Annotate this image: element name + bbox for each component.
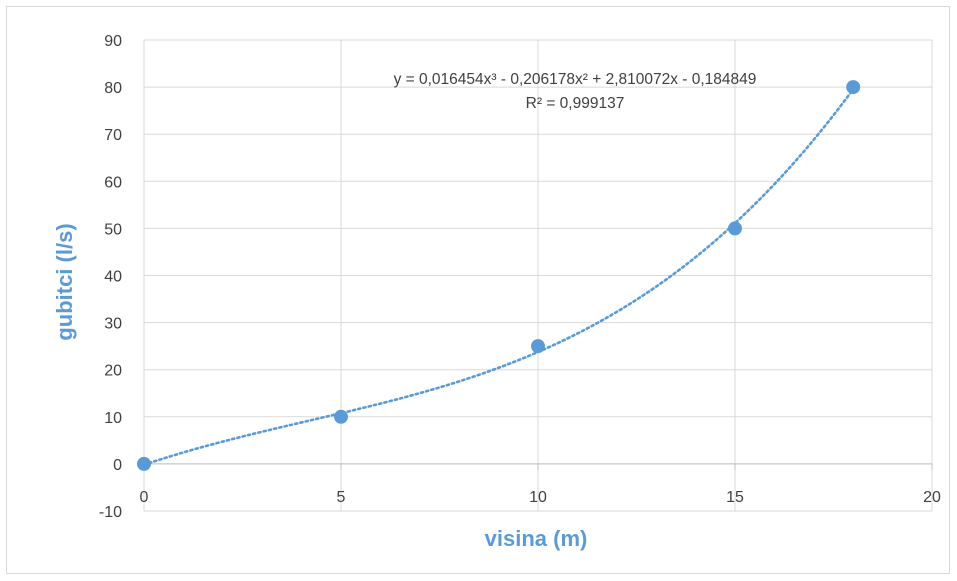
y-tick-label: 70: [104, 127, 122, 144]
x-tick-label: 15: [726, 489, 744, 506]
y-tick-label: 90: [104, 33, 122, 50]
y-tick-labels: -10 0 10 20 30 40 50 60 70 80 90: [99, 33, 122, 521]
x-tick-label: 0: [140, 489, 149, 506]
trendline-r-squared: R² = 0,999137: [526, 95, 625, 112]
trendline-equation: y = 0,016454x³ - 0,206178x² + 2,810072x …: [394, 71, 757, 88]
y-tick-label: 50: [104, 221, 122, 238]
data-point: [137, 456, 151, 471]
y-axis-title: gubitci (l/s): [52, 223, 77, 340]
x-tick-label: 5: [337, 489, 346, 506]
x-axis-title: visina (m): [485, 526, 588, 551]
y-tick-label: 80: [104, 80, 122, 97]
y-tick-label: 10: [104, 410, 122, 427]
x-tick-label: 10: [529, 489, 547, 506]
data-point: [846, 80, 861, 95]
data-points: [137, 80, 861, 471]
y-tick-label: -10: [99, 504, 122, 521]
data-point: [531, 339, 545, 354]
y-tick-label: 0: [113, 457, 122, 474]
y-tick-label: 30: [104, 316, 122, 333]
axes: [143, 463, 933, 470]
y-tick-label: 20: [104, 363, 122, 380]
trendline-path: [142, 87, 855, 467]
trendline: [142, 87, 855, 467]
y-tick-label: 40: [104, 269, 122, 286]
x-tick-labels: 0 5 10 15 20: [140, 489, 941, 506]
data-point: [728, 221, 742, 236]
data-point: [334, 409, 348, 424]
chart-area: [6, 6, 950, 574]
y-tick-label: 60: [104, 174, 122, 191]
x-tick-label: 20: [923, 489, 941, 506]
